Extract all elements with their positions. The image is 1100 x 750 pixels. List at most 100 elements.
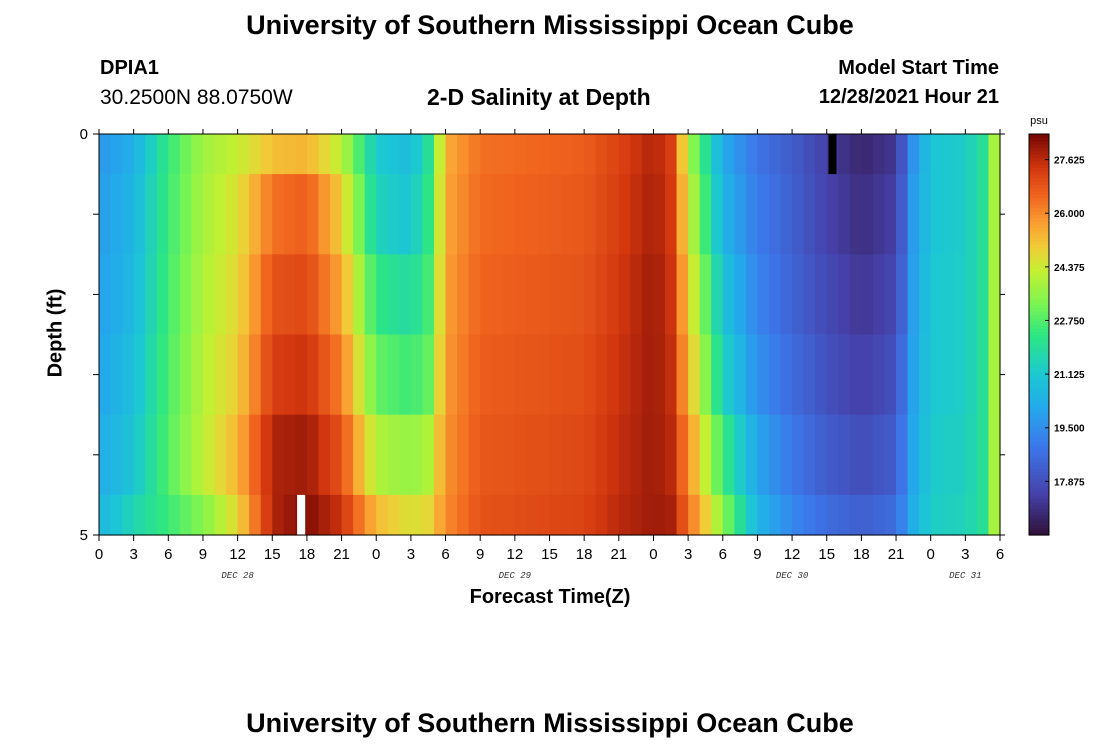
heatmap-cell <box>572 254 585 336</box>
heatmap-cell <box>607 334 620 416</box>
heatmap-cell <box>214 414 227 496</box>
colorbar-step <box>1029 474 1049 479</box>
colorbar-step <box>1029 488 1049 493</box>
heatmap-cell <box>376 174 389 255</box>
heatmap-cell <box>202 494 216 536</box>
heatmap-cell <box>514 414 527 496</box>
heatmap-cell <box>249 174 262 255</box>
heatmap-cell <box>202 174 216 255</box>
heatmap-cell <box>607 414 620 496</box>
colorbar-step <box>1029 471 1049 476</box>
heatmap-cell <box>364 134 377 175</box>
heatmap-cell <box>330 414 343 496</box>
heatmap-cell <box>179 414 193 496</box>
heatmap-cell <box>376 334 389 416</box>
colorbar-step <box>1029 204 1049 209</box>
heatmap-cell <box>433 334 447 416</box>
heatmap-cell <box>815 174 828 255</box>
heatmap-cell <box>919 334 932 416</box>
heatmap-cell <box>145 174 158 255</box>
colorbar-step <box>1029 267 1049 272</box>
heatmap-cell <box>872 174 886 255</box>
heatmap-cell <box>537 414 551 496</box>
colorbar-tick-label: 27.625 <box>1054 156 1085 167</box>
heatmap-cell <box>260 254 273 336</box>
heatmap-cell <box>953 494 966 536</box>
page-title: University of Southern Mississippi Ocean… <box>246 10 854 40</box>
heatmap-cell <box>838 414 851 496</box>
station-coordinates: 30.2500N 88.0750W <box>100 86 293 109</box>
heatmap-cell <box>792 494 805 536</box>
heatmap-cell <box>364 254 377 336</box>
heatmap-cell <box>618 334 631 416</box>
colorbar-step <box>1029 324 1049 329</box>
heatmap-cell <box>549 134 562 175</box>
heatmap-cell <box>410 254 424 336</box>
heatmap-cell <box>237 254 250 336</box>
colorbar-step <box>1029 494 1049 499</box>
colorbar-step <box>1029 451 1049 456</box>
heatmap-cell <box>653 134 666 175</box>
heatmap-cell <box>318 414 331 496</box>
colorbar-step <box>1029 281 1049 285</box>
heatmap-cell <box>618 494 631 536</box>
heatmap-cell <box>907 414 920 496</box>
heatmap-cells <box>99 134 1001 536</box>
heatmap-cell <box>191 174 204 255</box>
heatmap-cell <box>549 414 562 496</box>
colorbar-step <box>1029 274 1049 279</box>
heatmap-cell <box>549 174 562 255</box>
heatmap-cell <box>780 494 793 536</box>
heatmap-cell <box>318 334 331 416</box>
colorbar-step <box>1029 260 1049 265</box>
colorbar-frame <box>1028 133 1050 536</box>
heatmap-cell <box>757 414 770 496</box>
heatmap-cell <box>630 334 643 416</box>
heatmap-cell <box>503 334 516 416</box>
colorbar-step <box>1029 428 1049 433</box>
heatmap-cell <box>387 174 400 255</box>
heatmap-cell <box>872 134 886 175</box>
model-start-value: 12/28/2021 Hour 21 <box>818 86 999 108</box>
heatmap-cell <box>919 254 932 336</box>
colorbar-step <box>1029 484 1049 489</box>
colorbar-step <box>1029 167 1049 172</box>
colorbar-step <box>1029 170 1049 175</box>
colorbar-step <box>1029 190 1049 195</box>
heatmap-cell <box>468 334 481 416</box>
heatmap-cell <box>422 334 435 416</box>
heatmap-cell <box>202 334 216 416</box>
colorbar-step <box>1029 361 1049 366</box>
heatmap-cell <box>549 254 562 336</box>
heatmap-cell <box>768 494 782 536</box>
heatmap-cell <box>468 254 481 336</box>
heatmap-cell <box>376 494 389 536</box>
heatmap-cell <box>283 174 296 255</box>
heatmap-cell <box>745 174 759 255</box>
heatmap-cell <box>237 334 250 416</box>
x-tick-label: 18 <box>299 546 316 563</box>
colorbar-step <box>1029 314 1049 319</box>
colorbar-step <box>1029 210 1049 215</box>
colorbar-step <box>1029 311 1049 316</box>
heatmap-cell <box>514 494 527 536</box>
heatmap-cell <box>896 254 909 336</box>
heatmap-cell <box>699 414 712 496</box>
heatmap-cell <box>665 134 678 175</box>
colorbar-step <box>1029 524 1049 529</box>
heatmap-cell <box>803 414 816 496</box>
colorbar-step <box>1029 334 1049 339</box>
heatmap-cell <box>272 174 285 255</box>
heatmap-cell <box>676 134 689 175</box>
heatmap-cell <box>214 334 227 416</box>
heatmap-cell <box>641 414 655 496</box>
heatmap-cell <box>976 334 990 416</box>
heatmap-cell <box>353 254 366 336</box>
heatmap-cell <box>826 254 839 336</box>
heatmap-cell <box>572 334 585 416</box>
heatmap-cell <box>226 494 239 536</box>
colorbar-step <box>1029 498 1049 503</box>
colorbar-step <box>1029 478 1049 483</box>
heatmap-cell <box>665 254 678 336</box>
heatmap-cell <box>722 414 735 496</box>
